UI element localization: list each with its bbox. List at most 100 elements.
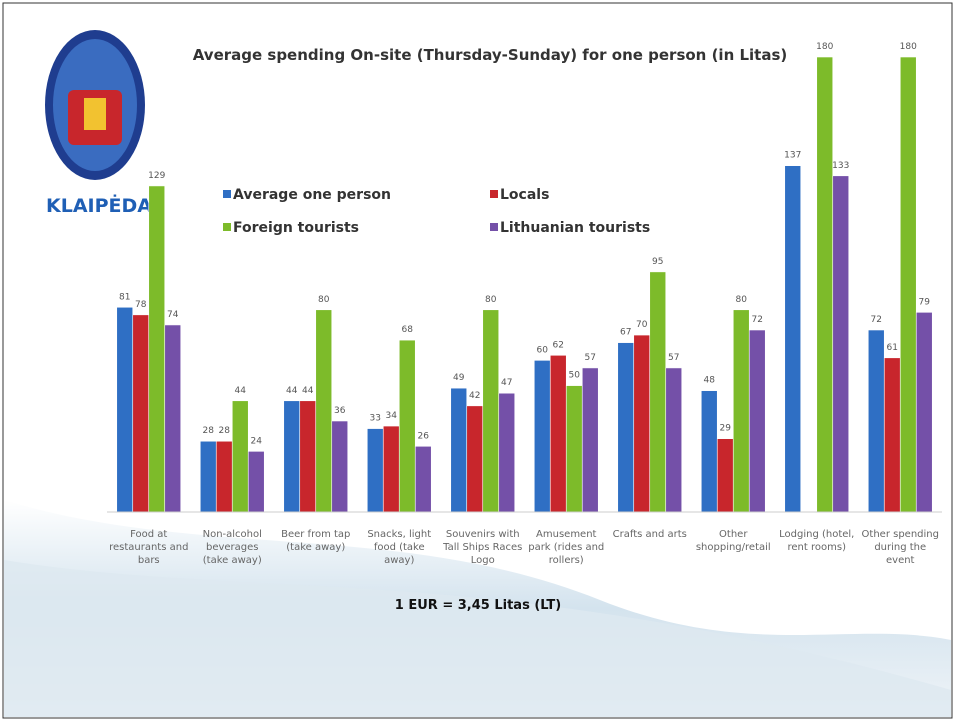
bar [415, 446, 431, 512]
bar [566, 386, 582, 512]
value-label: 80 [318, 295, 330, 305]
value-label: 33 [370, 414, 381, 424]
bar [833, 176, 849, 512]
logo [45, 30, 145, 180]
value-label: 48 [704, 376, 716, 386]
value-label: 79 [919, 297, 931, 307]
bar [483, 310, 499, 512]
value-label: 28 [203, 426, 215, 436]
bar [332, 421, 348, 512]
bar [634, 335, 650, 512]
value-label: 42 [469, 391, 480, 401]
legend-swatch [490, 190, 498, 198]
bar [499, 393, 515, 512]
legend-label: Locals [500, 187, 549, 203]
bar [650, 272, 666, 512]
x-tick-label: Other shopping/retail [693, 528, 773, 554]
bar [534, 360, 550, 512]
value-label: 28 [219, 426, 231, 436]
bar [733, 310, 749, 512]
x-tick-label: Non-alcohol beverages (take away) [192, 528, 272, 567]
bar [232, 401, 248, 512]
bar [900, 57, 916, 512]
x-tick-label: Lodging (hotel, rent rooms) [777, 528, 857, 554]
value-label: 61 [887, 343, 898, 353]
chart: KLAIPĖDA Average spending On-site (Thurs… [0, 0, 956, 722]
bar [817, 57, 833, 512]
bar [582, 368, 598, 512]
bar [467, 406, 483, 512]
bar [451, 388, 467, 512]
value-label: 74 [167, 310, 179, 320]
value-label: 133 [832, 161, 849, 171]
page: KLAIPĖDA Average spending On-site (Thurs… [0, 0, 956, 722]
x-tick-label: Other spending during the event [860, 528, 940, 567]
value-label: 57 [668, 353, 679, 363]
value-label: 80 [736, 295, 748, 305]
bar [399, 340, 415, 512]
value-label: 81 [119, 292, 130, 302]
bar [248, 451, 264, 512]
bar [200, 441, 216, 512]
value-label: 24 [251, 436, 263, 446]
x-tick-label: Souvenirs with Tall Ships Races Logo [443, 528, 523, 567]
value-label: 60 [537, 345, 549, 355]
bar [133, 315, 149, 512]
value-label: 67 [620, 328, 631, 338]
legend-swatch [223, 223, 231, 231]
value-label: 29 [720, 424, 732, 434]
value-label: 70 [636, 320, 648, 330]
value-label: 44 [235, 386, 247, 396]
bar [149, 186, 165, 512]
value-label: 78 [135, 300, 147, 310]
value-label: 68 [402, 325, 414, 335]
bar [749, 330, 765, 512]
bar [717, 439, 733, 512]
value-label: 62 [553, 340, 564, 350]
value-label: 26 [418, 431, 430, 441]
value-label: 57 [585, 353, 596, 363]
bar [868, 330, 884, 512]
bar [550, 355, 566, 512]
footnote: 1 EUR = 3,45 Litas (LT) [0, 598, 956, 613]
x-tick-label: Food at restaurants and bars [109, 528, 189, 567]
value-label: 72 [871, 315, 882, 325]
bar [165, 325, 181, 512]
bar [316, 310, 332, 512]
bar [367, 429, 383, 512]
bar [216, 441, 232, 512]
bar [666, 368, 682, 512]
bar [884, 358, 900, 512]
value-label: 95 [652, 257, 663, 267]
x-tick-label: Amusement park (rides and rollers) [526, 528, 606, 567]
value-label: 80 [485, 295, 497, 305]
x-tick-label: Crafts and arts [610, 528, 690, 541]
legend-swatch [223, 190, 231, 198]
value-label: 36 [334, 406, 346, 416]
legend-label: Average one person [233, 187, 391, 203]
x-tick-label: Snacks, light food (take away) [359, 528, 439, 567]
value-label: 49 [453, 373, 465, 383]
value-label: 72 [752, 315, 763, 325]
chart-title: Average spending On-site (Thursday-Sunda… [193, 46, 788, 64]
value-label: 50 [569, 371, 581, 381]
bar [701, 391, 717, 512]
value-label: 180 [900, 42, 917, 52]
legend-label: Foreign tourists [233, 220, 359, 236]
bar [300, 401, 316, 512]
value-label: 137 [784, 151, 801, 161]
bar [117, 307, 133, 512]
value-label: 180 [816, 42, 833, 52]
bar [916, 312, 932, 512]
bar [284, 401, 300, 512]
value-label: 44 [286, 386, 298, 396]
value-label: 34 [386, 411, 398, 421]
logo-text: KLAIPĖDA [46, 193, 152, 217]
value-label: 44 [302, 386, 314, 396]
legend-label: Lithuanian tourists [500, 220, 650, 236]
legend-swatch [490, 223, 498, 231]
bar [618, 343, 634, 512]
x-tick-label: Beer from tap (take away) [276, 528, 356, 554]
value-label: 47 [501, 378, 512, 388]
bar [383, 426, 399, 512]
